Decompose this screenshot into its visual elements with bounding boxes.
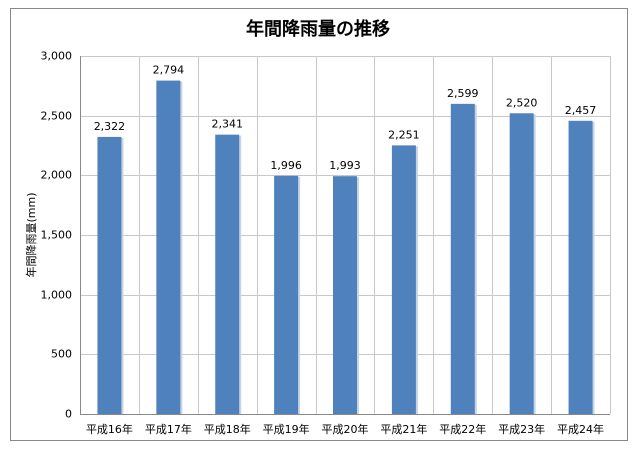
y-tick-label: 2,500 (41, 110, 73, 123)
bar (215, 134, 240, 414)
y-tick-label: 500 (51, 348, 72, 361)
x-tick-label: 平成24年 (557, 422, 604, 436)
x-tick-label: 平成22年 (439, 422, 486, 436)
y-tick-label: 2,000 (41, 169, 73, 182)
value-label: 2,322 (94, 120, 126, 133)
y-axis-label: 年間降雨量(mm) (24, 192, 38, 277)
bar (450, 103, 475, 415)
bar (391, 145, 416, 414)
x-tick-label: 平成23年 (498, 422, 545, 436)
value-label: 2,599 (447, 87, 479, 100)
y-tick-label: 1,500 (41, 229, 73, 242)
x-tick-label: 平成21年 (380, 422, 427, 436)
y-tick-label: 1,000 (41, 289, 73, 302)
x-tick-label: 平成20年 (322, 422, 369, 436)
x-tick-label: 平成17年 (145, 422, 192, 436)
x-tick-label: 平成19年 (263, 422, 310, 436)
x-tick-label: 平成18年 (204, 422, 251, 436)
chart-title: 年間降雨量の推移 (246, 18, 390, 40)
bar (333, 176, 357, 414)
value-label: 2,341 (211, 118, 243, 131)
bar (97, 136, 122, 414)
bar (509, 113, 534, 414)
value-label: 1,996 (270, 159, 302, 172)
y-tick-label: 3,000 (41, 50, 73, 63)
value-label: 2,520 (506, 96, 538, 109)
bar (156, 80, 181, 414)
value-label: 2,251 (388, 128, 420, 141)
value-label: 2,457 (565, 104, 597, 117)
x-tick-label: 平成16年 (86, 422, 133, 436)
bar (568, 120, 593, 414)
y-tick-label: 0 (65, 408, 72, 421)
value-label: 1,993 (329, 159, 361, 172)
value-label: 2,794 (153, 64, 185, 77)
bar (274, 175, 299, 414)
